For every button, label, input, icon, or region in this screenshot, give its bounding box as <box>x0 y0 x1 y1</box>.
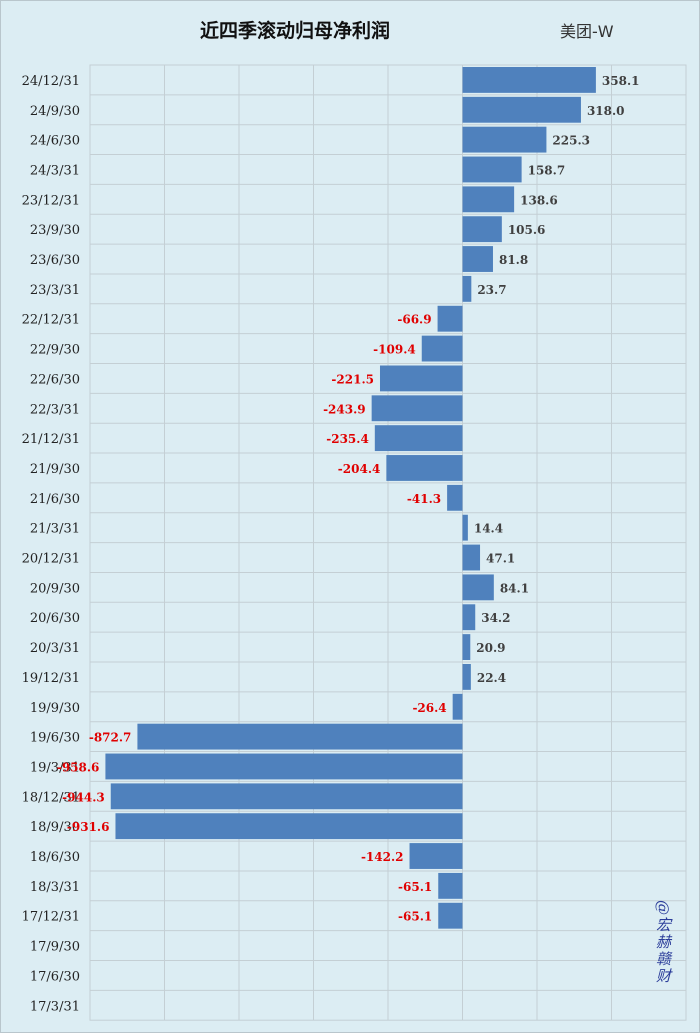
category-label: 20/3/31 <box>30 641 80 656</box>
data-label: 158.7 <box>528 163 566 177</box>
category-label: 22/3/31 <box>30 402 80 417</box>
bar <box>452 693 463 720</box>
category-label: 24/12/31 <box>22 74 80 89</box>
category-label: 22/12/31 <box>22 313 80 328</box>
category-label: 21/3/31 <box>30 522 80 537</box>
bar <box>462 96 581 123</box>
data-label: 318.0 <box>587 104 625 118</box>
data-label: 105.6 <box>508 223 546 237</box>
category-label: 23/3/31 <box>30 283 80 298</box>
category-label: 17/6/30 <box>30 969 80 984</box>
category-label: 21/6/30 <box>30 492 80 507</box>
bar <box>462 126 547 153</box>
data-label: -65.1 <box>398 880 432 894</box>
category-label: 20/12/31 <box>22 552 80 567</box>
data-label: 225.3 <box>552 134 590 148</box>
category-label: 22/6/30 <box>30 372 80 387</box>
category-label: 24/9/30 <box>30 104 80 119</box>
category-label: 17/3/31 <box>30 999 80 1014</box>
bar <box>374 425 463 452</box>
bar <box>438 902 463 929</box>
category-label: 21/9/30 <box>30 462 80 477</box>
data-label: -26.4 <box>412 701 446 715</box>
bar <box>371 395 463 422</box>
bar <box>438 872 463 899</box>
category-label: 18/6/30 <box>30 850 80 865</box>
data-label: -872.7 <box>89 731 132 745</box>
data-label: -931.6 <box>67 820 110 834</box>
data-label: 22.4 <box>477 671 506 685</box>
bar <box>462 514 468 541</box>
data-label: -221.5 <box>331 372 374 386</box>
category-label: 20/6/30 <box>30 611 80 626</box>
category-label: 22/9/30 <box>30 343 80 358</box>
bar <box>437 305 463 332</box>
data-label: 14.4 <box>474 522 503 536</box>
category-label: 23/9/30 <box>30 223 80 238</box>
bar <box>462 544 481 571</box>
data-label: 20.9 <box>476 641 505 655</box>
bar <box>462 67 596 93</box>
data-label: -41.3 <box>407 492 441 506</box>
data-label: -142.2 <box>361 850 404 864</box>
data-label: 47.1 <box>486 552 515 566</box>
bar <box>379 365 463 392</box>
bar <box>386 455 463 481</box>
bar <box>137 723 463 750</box>
bar <box>462 186 515 213</box>
category-label: 21/12/31 <box>22 432 80 447</box>
data-label: 138.6 <box>520 193 558 207</box>
bar <box>115 813 463 840</box>
category-label: 18/12/31 <box>22 790 80 805</box>
category-label: 18/9/30 <box>30 820 80 835</box>
category-label: 19/9/30 <box>30 701 80 716</box>
data-label: -66.9 <box>397 313 431 327</box>
bar <box>105 753 463 780</box>
bar <box>462 275 472 302</box>
category-label: 17/9/30 <box>30 940 80 955</box>
category-label: 24/3/31 <box>30 163 80 178</box>
data-label: 81.8 <box>499 253 528 267</box>
bar <box>462 246 493 272</box>
bar <box>462 604 476 631</box>
bar <box>409 843 463 869</box>
category-label: 19/12/31 <box>22 671 80 686</box>
category-label: 19/6/30 <box>30 731 80 746</box>
data-label: -204.4 <box>338 462 381 476</box>
company-name: 美团-W <box>560 22 614 41</box>
data-label: 23.7 <box>477 283 506 297</box>
bar <box>462 574 494 601</box>
data-label: 358.1 <box>602 74 640 88</box>
category-label: 23/12/31 <box>22 193 80 208</box>
bar <box>421 335 463 362</box>
bar <box>447 484 463 511</box>
category-label: 19/3/31 <box>30 760 80 775</box>
data-label: -109.4 <box>373 343 416 357</box>
data-label: -243.9 <box>323 402 366 416</box>
bar <box>462 634 471 660</box>
bar <box>462 156 522 183</box>
category-label: 24/6/30 <box>30 134 80 149</box>
bar <box>462 664 471 690</box>
category-label: 20/9/30 <box>30 581 80 596</box>
data-label: -944.3 <box>62 790 105 804</box>
data-label: -958.6 <box>57 760 100 774</box>
data-label: 84.1 <box>500 581 529 595</box>
watermark: @宏赫赣财 <box>654 900 672 985</box>
category-label: 23/6/30 <box>30 253 80 268</box>
data-label: 34.2 <box>481 611 510 625</box>
bar <box>110 783 463 810</box>
data-label: -235.4 <box>326 432 369 446</box>
data-label: -65.1 <box>398 910 432 924</box>
category-label: 18/3/31 <box>30 880 80 895</box>
category-label: 17/12/31 <box>22 910 80 925</box>
bar <box>462 216 502 243</box>
chart-title: 近四季滚动归母净利润 <box>199 20 390 42</box>
